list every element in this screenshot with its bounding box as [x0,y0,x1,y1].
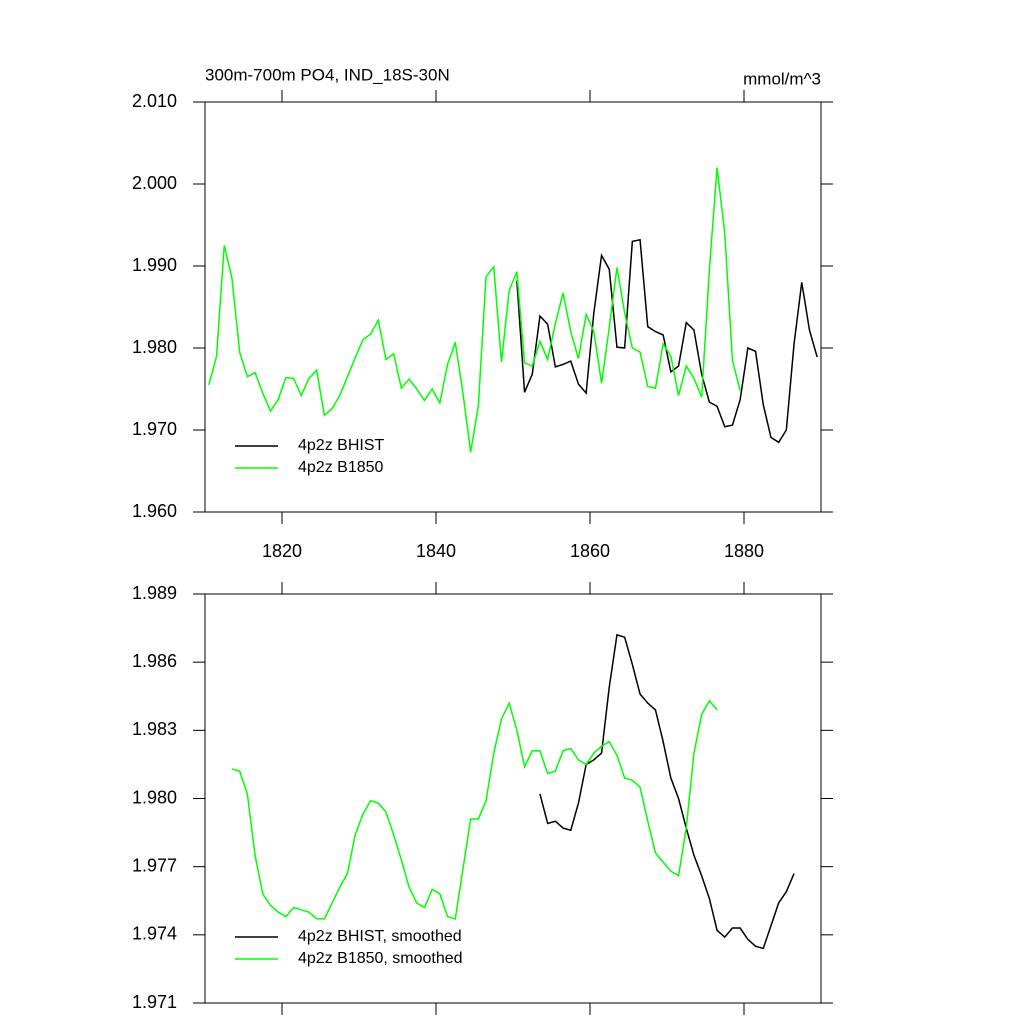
legend-label: 4p2z BHIST, smoothed [298,928,462,945]
y-tick-label: 1.990 [132,255,177,275]
y-tick-label: 1.983 [132,719,177,739]
series-line [208,167,741,453]
x-tick-label: 1840 [416,541,456,561]
y-tick-label: 1.989 [132,583,177,603]
legend-label: 4p2z B1850, smoothed [298,950,463,967]
x-tick-label: 1860 [570,541,610,561]
legend-label: 4p2z B1850 [298,459,384,476]
y-tick-label: 1.980 [132,337,177,357]
series-line [231,699,718,920]
y-tick-label: 1.977 [132,855,177,875]
y-tick-label: 1.974 [132,924,177,944]
y-tick-label: 1.980 [132,787,177,807]
y-tick-label: 1.970 [132,419,177,439]
y-tick-label: 1.971 [132,992,177,1012]
y-tick-label: 2.000 [132,173,177,193]
chart-title: 300m-700m PO4, IND_18S-30N [205,65,450,84]
series-line [539,633,795,950]
x-tick-label: 1820 [262,541,302,561]
series-line [516,238,818,444]
y-tick-label: 1.960 [132,501,177,521]
units-label: mmol/m^3 [743,69,821,88]
y-tick-label: 1.986 [132,651,177,671]
y-tick-label: 2.010 [132,91,177,111]
plot-frame [204,101,822,513]
legend-label: 4p2z BHIST [298,437,384,454]
x-tick-label: 1880 [724,541,764,561]
